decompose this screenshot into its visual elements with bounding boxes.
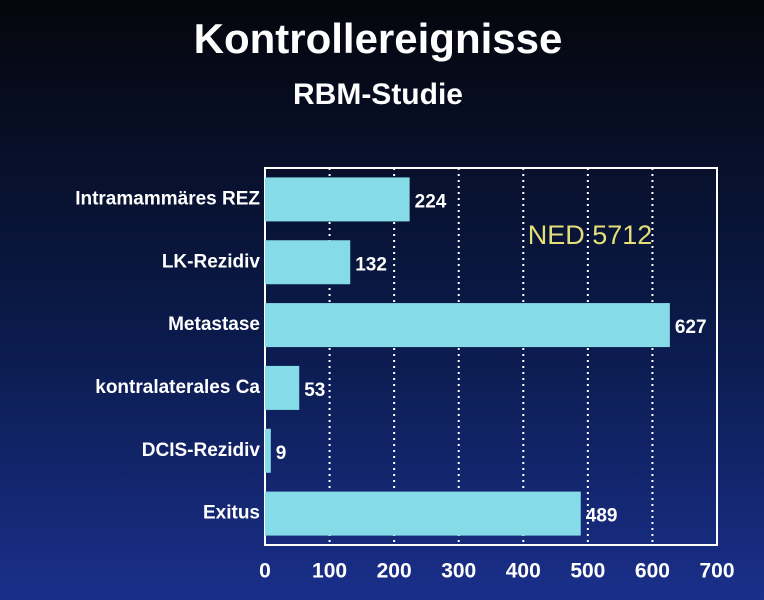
y-tick-label: Metastase xyxy=(168,314,260,335)
x-tick-label: 700 xyxy=(699,560,734,583)
bar xyxy=(265,428,271,473)
y-tick-label: Intramammäres REZ xyxy=(75,188,260,209)
value-label: 627 xyxy=(675,317,707,338)
bar xyxy=(265,177,410,222)
x-tick-label: 0 xyxy=(259,560,271,583)
x-tick-label: 600 xyxy=(635,560,670,583)
x-tick-label: 100 xyxy=(312,560,347,583)
y-tick-label: kontralaterales Ca xyxy=(95,377,260,398)
x-tick-label: 500 xyxy=(570,560,605,583)
bar xyxy=(265,303,670,348)
value-label: 224 xyxy=(415,191,447,212)
annotation: NED 5712 xyxy=(528,220,653,250)
bar xyxy=(265,491,581,536)
chart-title: Kontrollereignisse xyxy=(194,15,563,62)
value-label: 132 xyxy=(355,254,387,275)
x-tick-label: 400 xyxy=(506,560,541,583)
y-tick-label: DCIS-Rezidiv xyxy=(142,440,261,461)
x-tick-label: 200 xyxy=(377,560,412,583)
bar xyxy=(265,365,300,410)
value-label: 489 xyxy=(586,506,618,527)
y-tick-label: Exitus xyxy=(203,503,260,524)
value-label: 53 xyxy=(304,380,325,401)
chart-subtitle: RBM-Studie xyxy=(293,78,463,111)
x-tick-label: 300 xyxy=(441,560,476,583)
bar xyxy=(265,240,351,285)
value-label: 9 xyxy=(276,443,287,464)
plot-frame xyxy=(264,167,718,546)
y-tick-label: LK-Rezidiv xyxy=(162,251,261,272)
